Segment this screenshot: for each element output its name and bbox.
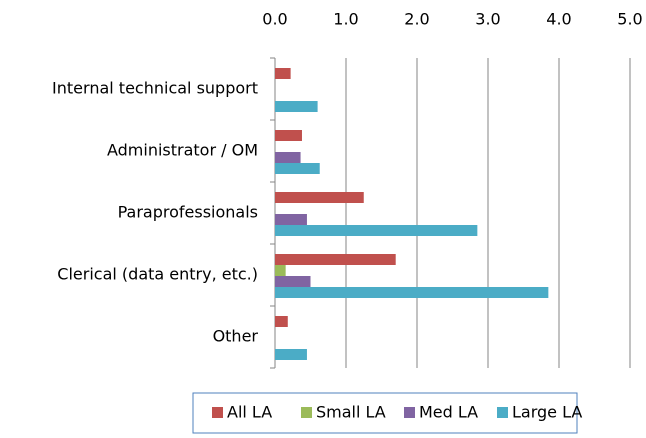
x-tick-label: 5.0	[617, 10, 642, 29]
x-tick-label: 1.0	[333, 10, 358, 29]
legend-label: Med LA	[419, 403, 478, 422]
x-tick-label: 4.0	[546, 10, 571, 29]
bar	[275, 163, 320, 174]
bar	[275, 152, 301, 163]
legend-box	[192, 392, 578, 434]
bar	[275, 254, 396, 265]
y-tick-label: Clerical (data entry, etc.)	[57, 265, 258, 284]
bar	[275, 68, 291, 79]
y-tick-label: Other	[213, 327, 259, 346]
legend-label: Large LA	[512, 403, 582, 422]
legend-label: All LA	[227, 403, 272, 422]
bar	[275, 214, 307, 225]
bar	[275, 349, 307, 360]
bar	[275, 265, 286, 276]
legend-swatch	[212, 407, 223, 418]
bar	[275, 276, 311, 287]
bar	[275, 101, 318, 112]
y-tick-label: Paraprofessionals	[118, 203, 258, 222]
bar	[275, 192, 364, 203]
legend-swatch	[497, 407, 508, 418]
x-tick-label: 0.0	[262, 10, 287, 29]
x-tick-label: 2.0	[404, 10, 429, 29]
bar	[275, 316, 288, 327]
y-tick-label: Administrator / OM	[107, 141, 258, 160]
legend-swatch	[301, 407, 312, 418]
bar	[275, 287, 549, 298]
bar	[275, 130, 302, 141]
x-tick-label: 3.0	[475, 10, 500, 29]
legend-label: Small LA	[316, 403, 386, 422]
bar	[275, 225, 478, 236]
y-tick-label: Internal technical support	[52, 79, 258, 98]
legend-swatch	[404, 407, 415, 418]
